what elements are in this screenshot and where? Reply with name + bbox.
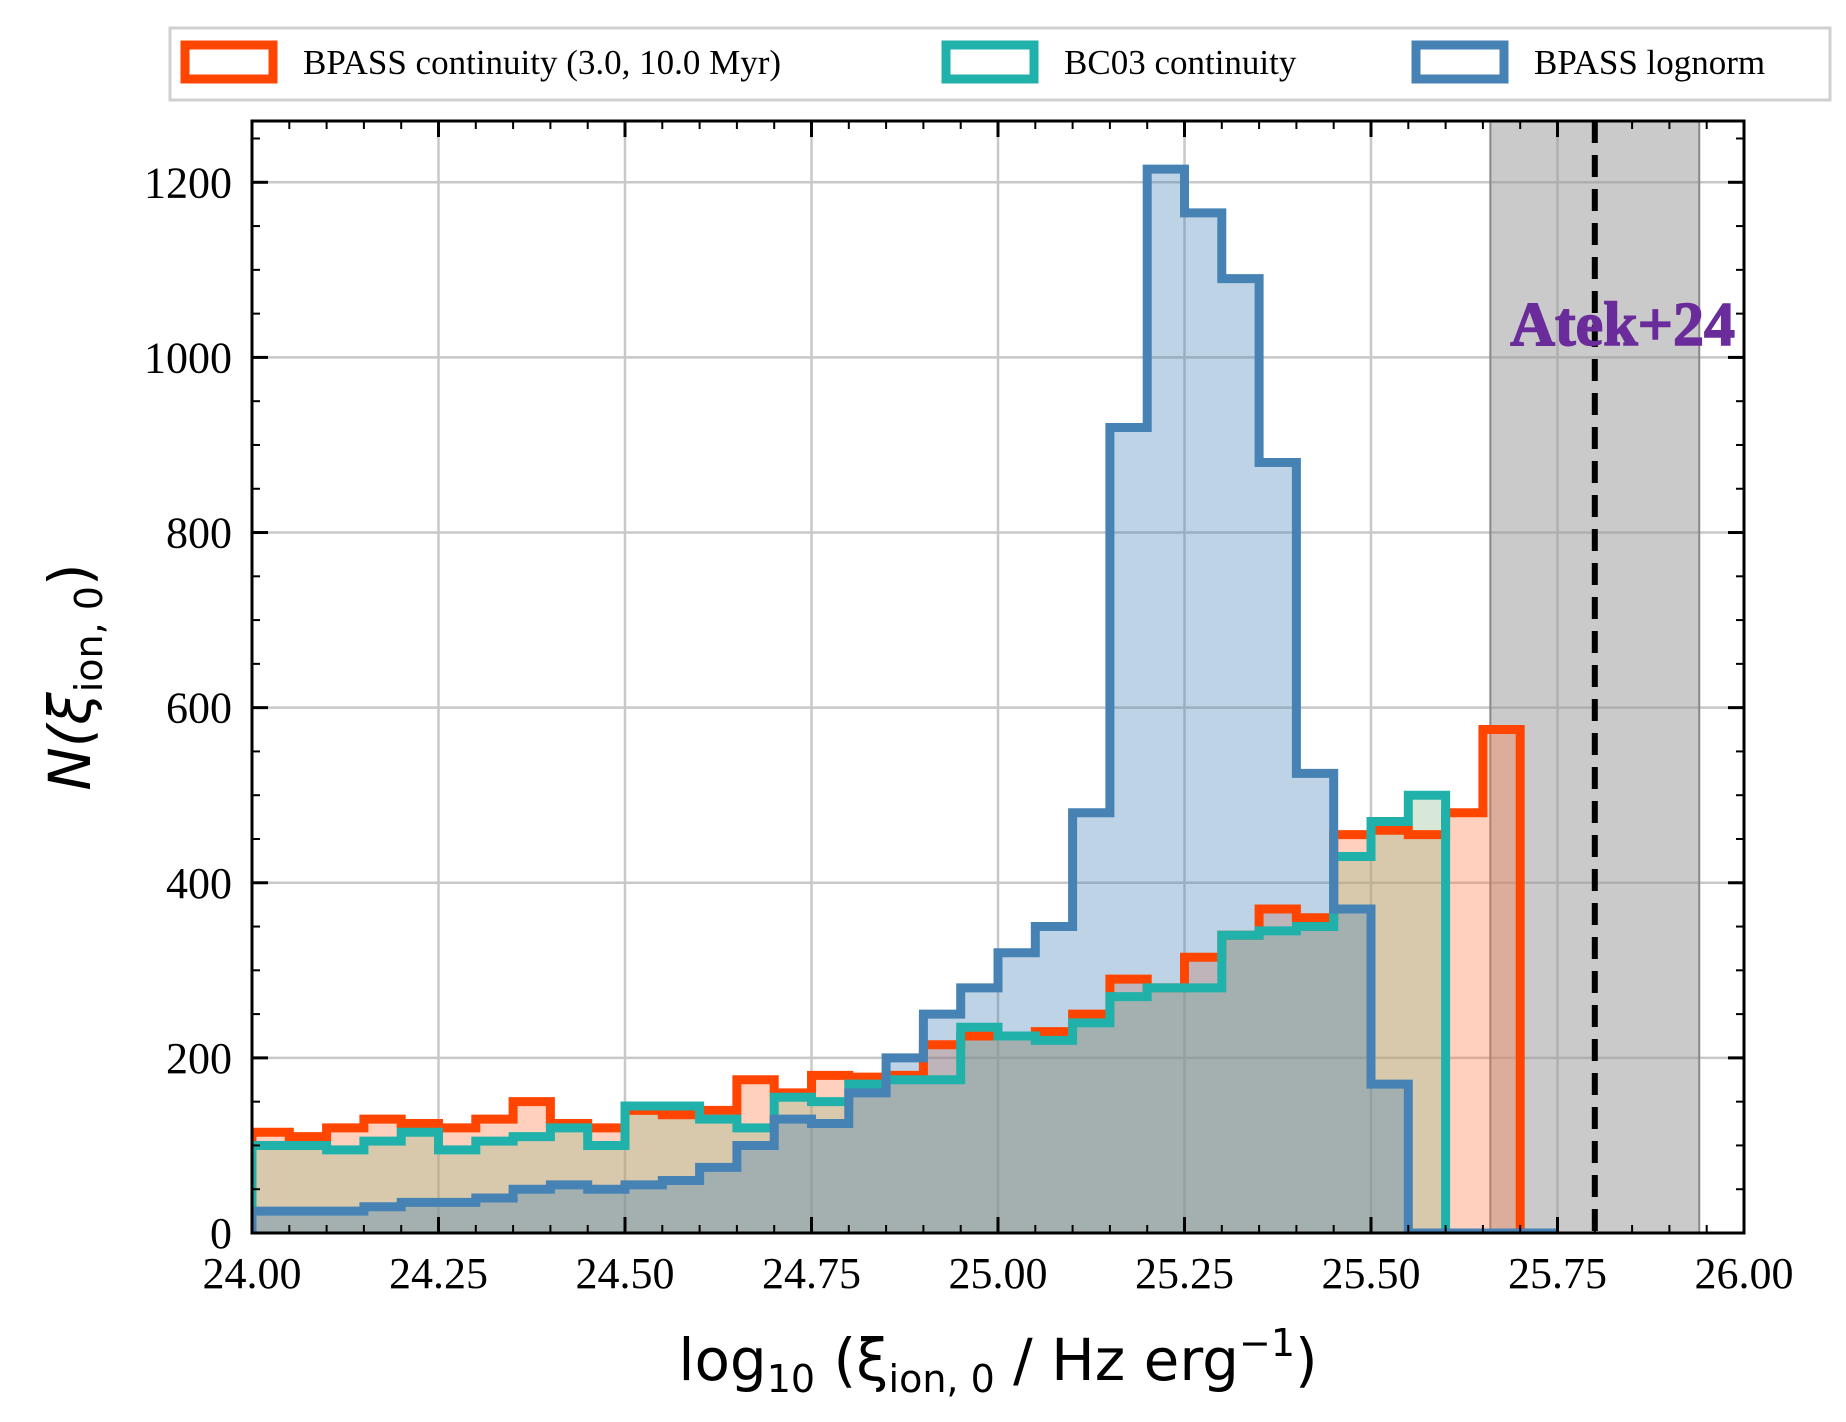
x-tick-label: 26.00 bbox=[1695, 1249, 1794, 1298]
x-tick-label: 24.50 bbox=[576, 1249, 675, 1298]
series-fill-1 bbox=[252, 795, 1558, 1233]
y-tick-label: 600 bbox=[166, 684, 232, 733]
legend-swatch-bc03-continuity bbox=[941, 40, 1039, 84]
y-tick-label: 200 bbox=[166, 1034, 232, 1083]
x-tick-label: 25.25 bbox=[1135, 1249, 1234, 1298]
legend-entry-bpass-continuity: BPASS continuity (3.0, 10.0 Myr) bbox=[180, 40, 781, 84]
series-fill-2 bbox=[252, 169, 1558, 1233]
legend-entry-bpass-lognorm: BPASS lognorm bbox=[1411, 40, 1765, 84]
plot-frame bbox=[250, 119, 1746, 1235]
legend-swatch-bpass-continuity bbox=[180, 40, 278, 84]
legend-label-bpass-lognorm: BPASS lognorm bbox=[1534, 43, 1765, 82]
y-tick-label: 800 bbox=[166, 509, 232, 558]
legend-label-bc03-continuity: BC03 continuity bbox=[1064, 43, 1297, 82]
x-axis-label: log10 (ξion, 0 / Hz erg−1) bbox=[678, 1321, 1317, 1401]
y-tick-label: 1000 bbox=[144, 333, 232, 382]
y-tick-label: 0 bbox=[210, 1209, 232, 1258]
x-tick-label: 24.25 bbox=[389, 1249, 488, 1298]
y-tick-label: 1200 bbox=[144, 158, 232, 207]
series-outline-2 bbox=[252, 164, 1558, 1233]
legend-swatch-bpass-lognorm bbox=[1411, 40, 1509, 84]
y-axis-label: N(ξion, 0) bbox=[36, 563, 111, 790]
series-fill-0 bbox=[252, 729, 1558, 1233]
legend: BPASS continuity (3.0, 10.0 Myr) BC03 co… bbox=[168, 26, 1832, 102]
x-tick-label: 25.75 bbox=[1508, 1249, 1607, 1298]
histogram-series-layer bbox=[252, 164, 1558, 1233]
x-tick-label: 25.00 bbox=[949, 1249, 1048, 1298]
x-tick-label: 24.75 bbox=[762, 1249, 861, 1298]
atek-annotation: Atek+24 bbox=[1510, 291, 1735, 359]
x-tick-labels: 24.00 24.25 24.50 24.75 25.00 25.25 25.50 25.75… bbox=[203, 1249, 1794, 1298]
y-tick-label: 400 bbox=[166, 859, 232, 908]
x-tick-label: 25.50 bbox=[1322, 1249, 1421, 1298]
legend-entry-bc03-continuity: BC03 continuity bbox=[941, 40, 1297, 84]
legend-label-bpass-continuity: BPASS continuity (3.0, 10.0 Myr) bbox=[303, 43, 781, 82]
x-tick-label: 24.00 bbox=[203, 1249, 302, 1298]
y-tick-labels: 0 200 400 600 800 1000 1200 bbox=[144, 158, 232, 1258]
